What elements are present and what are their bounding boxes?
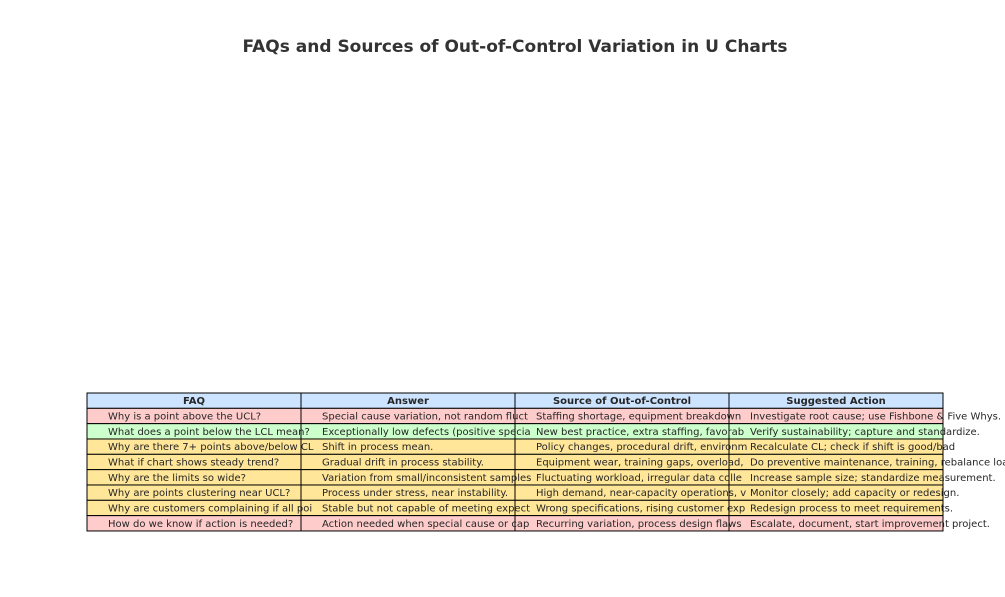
- cell-text: High demand, near-capacity operations, v: [536, 488, 746, 499]
- cell-text: Staffing shortage, equipment breakdown: [536, 411, 741, 422]
- cell-text: Investigate root cause; use Fishbone & F…: [750, 411, 1001, 422]
- cell-text: Shift in process mean.: [322, 442, 433, 453]
- header-cell-text: FAQ: [183, 396, 205, 407]
- cell-text: Equipment wear, training gaps, overload,: [536, 457, 744, 468]
- header-cell-text: Source of Out-of-Control: [553, 396, 691, 407]
- cell-text: Special cause variation, not random fluc…: [322, 411, 528, 422]
- cell-text: Monitor closely; add capacity or redesig…: [750, 488, 959, 499]
- cell-text: Recalculate CL; check if shift is good/b…: [750, 442, 955, 453]
- cell-text: Process under stress, near instability.: [322, 488, 508, 499]
- cell-text: Variation from small/inconsistent sample…: [322, 473, 531, 484]
- cell-text: Recurring variation, process design flaw…: [536, 519, 742, 530]
- cell-text: Increase sample size; standardize measur…: [750, 473, 996, 484]
- title: FAQs and Sources of Out-of-Control Varia…: [242, 37, 787, 57]
- cell-text: Stable but not capable of meeting expect: [322, 503, 530, 514]
- cell-text: Why are points clustering near UCL?: [108, 488, 290, 499]
- cell-text: Why are customers complaining if all poi: [108, 503, 312, 514]
- cell-text: Redesign process to meet requirements.: [750, 503, 953, 514]
- cell-text: Why is a point above the UCL?: [108, 411, 261, 422]
- cell-text: Verify sustainability; capture and stand…: [750, 427, 980, 438]
- cell-text: New best practice, extra staffing, favor…: [536, 427, 744, 438]
- cell-text: Do preventive maintenance, training, reb…: [750, 457, 1005, 468]
- cell-text: Why are there 7+ points above/below CL: [108, 442, 314, 453]
- cell-text: Policy changes, procedural drift, enviro…: [536, 442, 747, 453]
- cell-text: Exceptionally low defects (positive spec…: [322, 427, 531, 438]
- header-cell-text: Suggested Action: [786, 396, 885, 407]
- cell-text: Wrong specifications, rising customer ex…: [536, 503, 745, 514]
- cell-text: How do we know if action is needed?: [108, 519, 293, 530]
- table: FAQ Answer Source of Out-of-Control Suggest…: [86, 392, 1005, 532]
- cell-text: What does a point below the LCL mean?: [108, 427, 310, 438]
- cell-text: Escalate, document, start improvement pr…: [750, 519, 990, 530]
- table-cell: [728, 515, 944, 532]
- cell-text: What if chart shows steady trend?: [108, 457, 279, 468]
- cell-text: Gradual drift in process stability.: [322, 457, 484, 468]
- cell-text: Action needed when special cause or cap: [322, 519, 529, 530]
- cell-text: Fluctuating workload, irregular data col…: [536, 473, 742, 484]
- cell-text: Why are the limits so wide?: [108, 473, 246, 484]
- header-cell-text: Answer: [387, 396, 429, 407]
